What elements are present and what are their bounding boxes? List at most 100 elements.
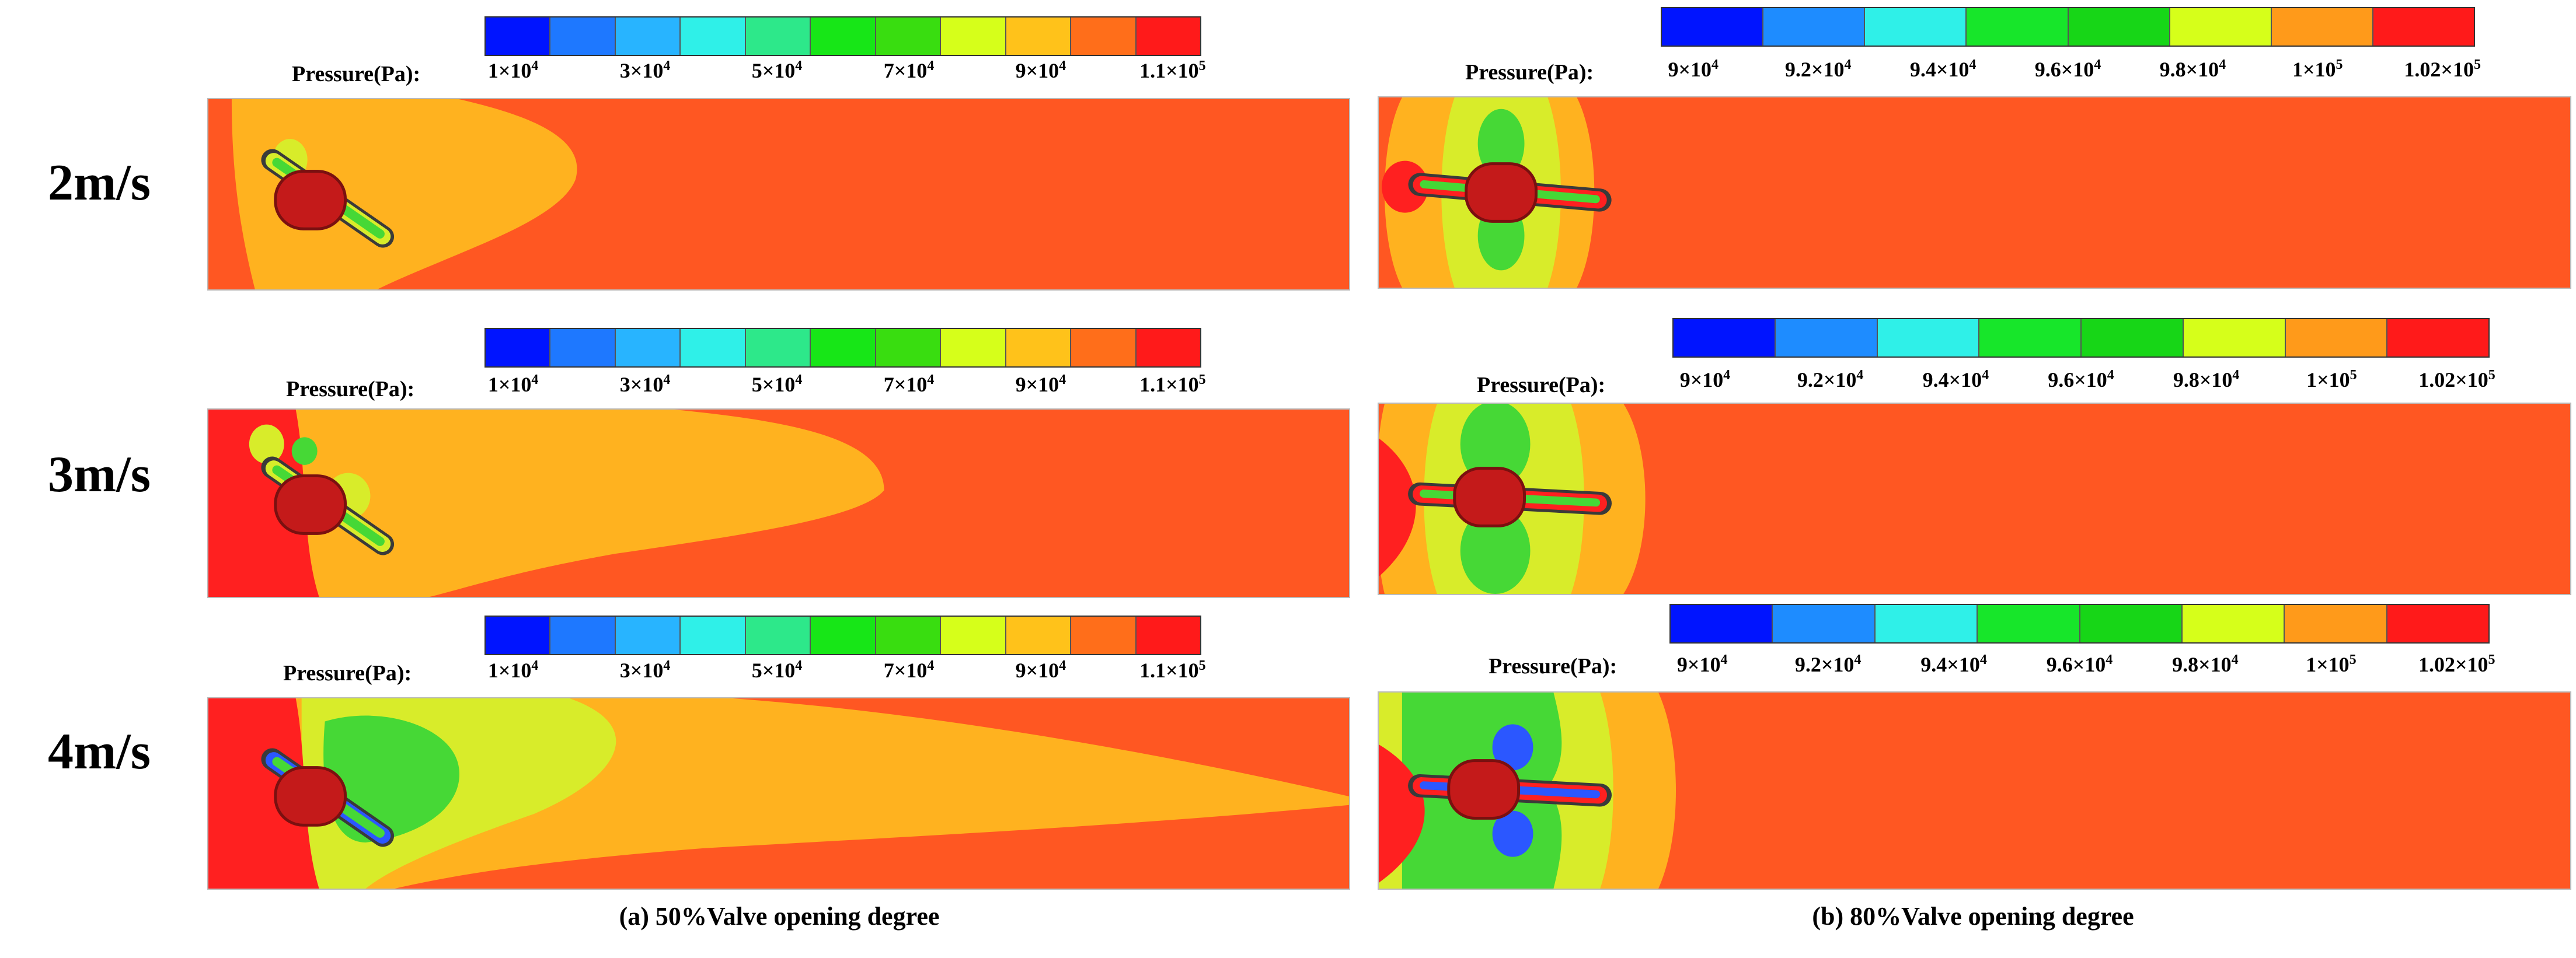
colorbar-swatch — [1775, 319, 1878, 356]
colorbar-swatch — [745, 18, 811, 55]
colorbar-tick-label: 3×104 — [619, 58, 671, 82]
colorbar-swatch — [486, 18, 551, 55]
colorbar-tick-label: 1×105 — [2306, 652, 2357, 676]
colorbar-tick-label: 5×104 — [751, 372, 803, 396]
contour-b-2ms — [1378, 96, 2571, 289]
colorbar-swatch — [2182, 605, 2285, 642]
colorbar-tick-label: 7×104 — [883, 372, 935, 396]
colorbar-swatch — [550, 617, 616, 654]
colorbar-swatch — [1978, 605, 2080, 642]
contour-a-4ms — [207, 697, 1350, 890]
colorbar-tick-label: 9.4×104 — [1920, 652, 1987, 676]
colorbar-tick-label: 9.2×104 — [1784, 57, 1852, 81]
colorbar-swatch — [941, 617, 1006, 654]
pressure-label: Pressure(Pa): — [286, 377, 415, 401]
colorbar-swatch — [2387, 319, 2488, 356]
colorbar-tick-label: 9×104 — [1015, 658, 1066, 682]
colorbar-tick-label: 1.02×105 — [2418, 652, 2495, 676]
caption-a: (a) 50%Valve opening degree — [619, 902, 940, 931]
colorbar-tick-label: 9.6×104 — [2034, 57, 2101, 81]
colorbar-tick-label: 7×104 — [883, 58, 935, 82]
colorbar-tick-label: 9.8×104 — [2172, 652, 2239, 676]
colorbar — [484, 16, 1201, 56]
colorbar-tick-label: 1.1×105 — [1139, 658, 1206, 682]
colorbar-tick-label: 9×104 — [1676, 652, 1728, 676]
colorbar-swatch — [811, 329, 876, 366]
pressure-label: Pressure(Pa): — [283, 661, 412, 686]
colorbar-swatch — [1006, 18, 1072, 55]
colorbar-tick-label: 9.6×104 — [2046, 652, 2113, 676]
colorbar-swatch — [941, 329, 1006, 366]
colorbar — [484, 616, 1201, 655]
colorbar-swatch — [2285, 605, 2387, 642]
valve-shaft — [1447, 759, 1521, 820]
colorbar-tick-label: 9.8×104 — [2173, 368, 2240, 391]
colorbar-tick-label: 1.1×105 — [1139, 58, 1206, 82]
colorbar-swatch — [550, 18, 616, 55]
valve-shaft — [274, 170, 347, 230]
colorbar-ticks: 9×104 9.2×104 9.4×104 9.6×104 9.8×104 1×105 1.… — [1672, 368, 2495, 397]
colorbar — [1672, 318, 2490, 358]
valve-shaft — [1465, 162, 1538, 223]
colorbar-tick-label: 9.2×104 — [1794, 652, 1862, 676]
colorbar-swatch — [486, 329, 551, 366]
colorbar-swatch — [1877, 319, 1980, 356]
colorbar-tick-label: 3×104 — [619, 372, 671, 396]
colorbar-swatch — [1967, 8, 2069, 46]
colorbar-ticks: 9×104 9.2×104 9.4×104 9.6×104 9.8×104 1×105 1.… — [1669, 652, 2495, 681]
colorbar-swatch — [1136, 329, 1200, 366]
colorbar-swatch — [1979, 319, 2082, 356]
colorbar-tick-label: 9×104 — [1679, 368, 1731, 391]
colorbar-tick-label: 5×104 — [751, 58, 803, 82]
colorbar-ticks: 1×104 3×104 5×104 7×104 9×104 1.1×105 — [484, 58, 1206, 88]
colorbar — [1669, 604, 2490, 644]
colorbar-swatch — [1006, 617, 1072, 654]
colorbar-swatch — [2285, 319, 2388, 356]
colorbar-swatch — [1674, 319, 1776, 356]
colorbar-tick-label: 1×104 — [487, 372, 539, 396]
pressure-field — [208, 410, 1349, 597]
colorbar-tick-label: 9×104 — [1015, 58, 1066, 82]
speed-label-2ms: 2m/s — [48, 155, 151, 211]
colorbar-tick-label: 1×104 — [487, 58, 539, 82]
colorbar-tick-label: 1.02×105 — [2418, 368, 2495, 391]
colorbar-ticks: 1×104 3×104 5×104 7×104 9×104 1.1×105 — [484, 658, 1206, 687]
colorbar-tick-label: 1×105 — [2306, 368, 2357, 391]
colorbar-swatch — [1865, 8, 1967, 46]
colorbar-swatch — [1071, 18, 1137, 55]
colorbar-swatch — [745, 329, 811, 366]
colorbar-swatch — [2068, 8, 2170, 46]
colorbar-tick-label: 9.8×104 — [2159, 57, 2226, 81]
pressure-label: Pressure(Pa): — [1477, 373, 1606, 397]
colorbar-tick-label: 7×104 — [883, 658, 935, 682]
valve-shaft — [274, 766, 347, 827]
speed-label-3ms: 3m/s — [48, 446, 151, 503]
colorbar-swatch — [1136, 617, 1200, 654]
colorbar — [1661, 7, 2475, 47]
pressure-field — [1379, 404, 2570, 594]
valve-shaft — [1453, 467, 1526, 527]
pressure-field — [208, 99, 1349, 289]
colorbar-swatch — [615, 617, 681, 654]
colorbar-tick-label: 1.1×105 — [1139, 372, 1206, 396]
contour-a-2ms — [207, 98, 1350, 291]
colorbar — [484, 328, 1201, 368]
colorbar-swatch — [1671, 605, 1773, 642]
colorbar-swatch — [876, 329, 942, 366]
caption-b: (b) 80%Valve opening degree — [1812, 902, 2134, 931]
colorbar-swatch — [681, 329, 746, 366]
contour-a-3ms — [207, 408, 1350, 598]
colorbar-swatch — [681, 617, 746, 654]
colorbar-swatch — [2373, 8, 2474, 46]
colorbar-tick-label: 9×104 — [1668, 57, 1719, 81]
colorbar-swatch — [615, 18, 681, 55]
contour-b-4ms — [1378, 691, 2571, 890]
speed-label-4ms: 4m/s — [48, 723, 151, 780]
colorbar-swatch — [681, 18, 746, 55]
colorbar-swatch — [1006, 329, 1072, 366]
colorbar-swatch — [1662, 8, 1764, 46]
colorbar-swatch — [2082, 319, 2184, 356]
colorbar-swatch — [2271, 8, 2373, 46]
colorbar-swatch — [1071, 617, 1137, 654]
colorbar-swatch — [1136, 18, 1200, 55]
